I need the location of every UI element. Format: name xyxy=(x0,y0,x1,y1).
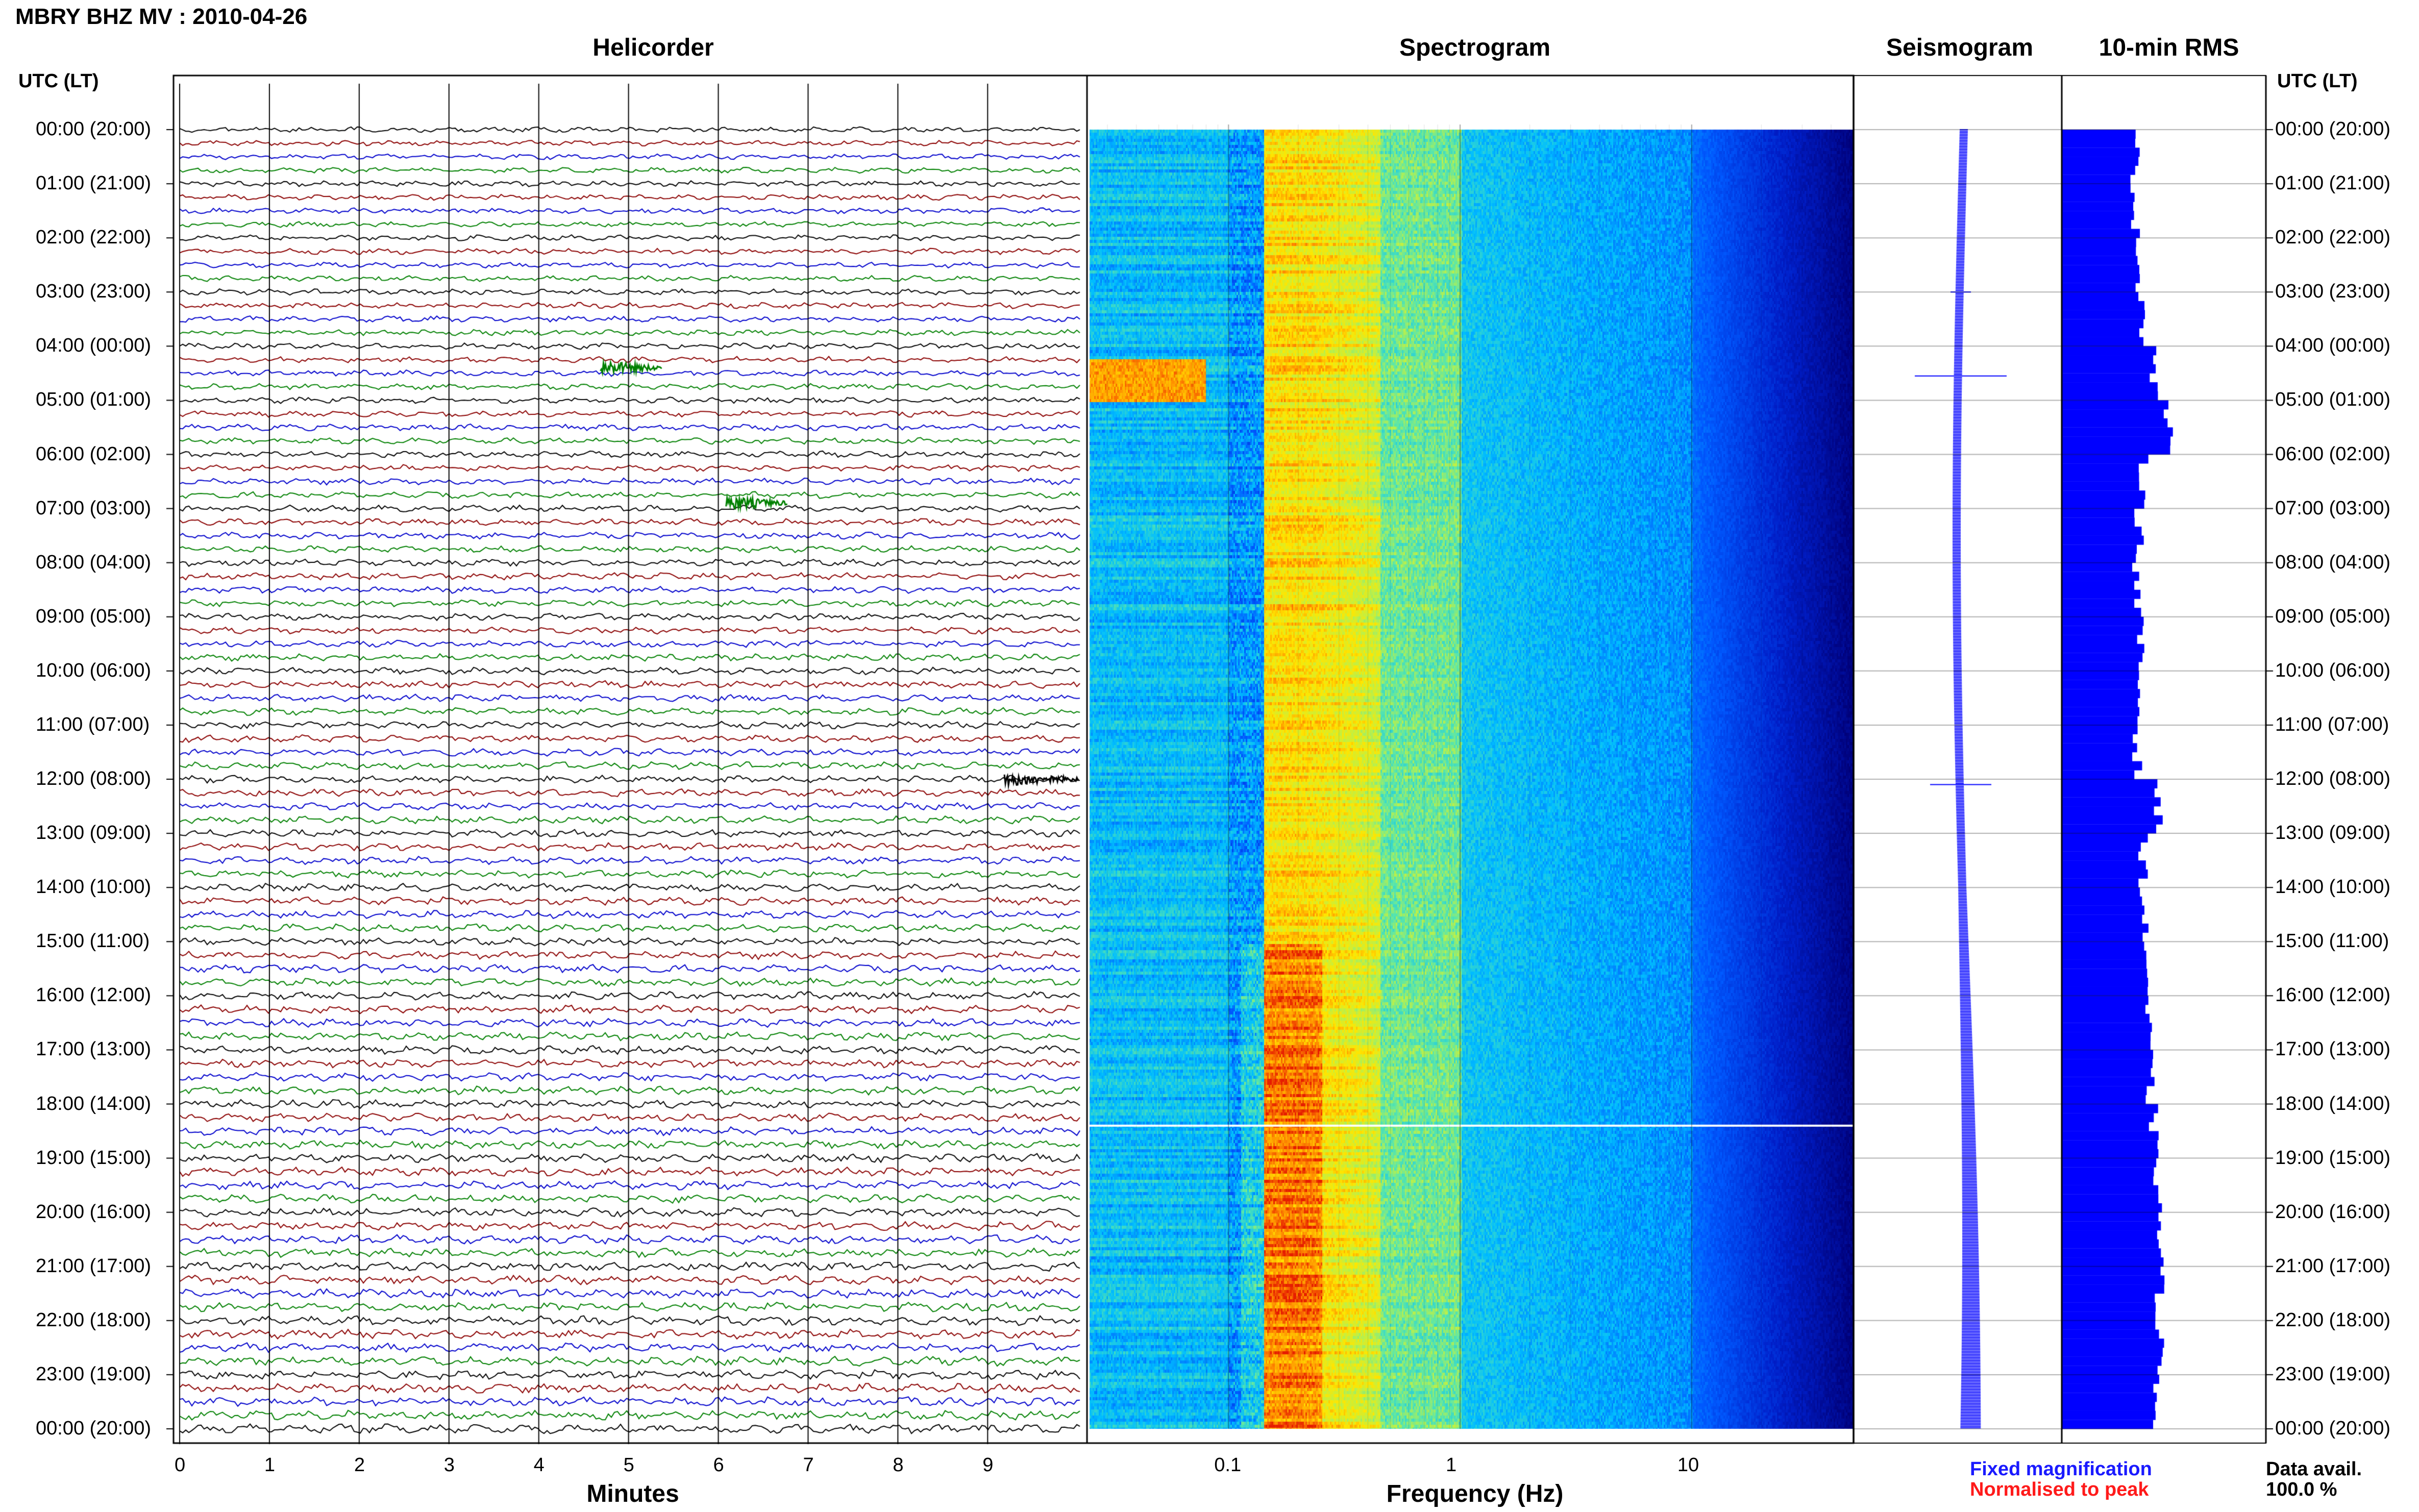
time-label: 00:00 (20:00) xyxy=(36,1418,152,1439)
helicorder-title: Helicorder xyxy=(593,34,714,61)
time-label: 09:00 (05:00) xyxy=(36,605,152,627)
time-label: 08:00 (04:00) xyxy=(2275,551,2391,573)
minute-tick-label: 8 xyxy=(893,1454,904,1476)
data-availability-value: 100.0 % xyxy=(2266,1479,2337,1500)
time-label: 10:00 (06:00) xyxy=(2275,659,2391,681)
rms-title: 10-min RMS xyxy=(2099,34,2239,61)
time-label: 18:00 (14:00) xyxy=(2275,1093,2391,1114)
frequency-tick-label: 0.1 xyxy=(1214,1454,1242,1476)
time-label: 06:00 (02:00) xyxy=(36,443,152,465)
time-label: 00:00 (20:00) xyxy=(2275,118,2391,140)
minute-tick-label: 7 xyxy=(803,1454,814,1476)
time-label: 02:00 (22:00) xyxy=(36,227,152,249)
minute-tick-label: 1 xyxy=(264,1454,276,1476)
time-label: 03:00 (23:00) xyxy=(36,281,152,303)
minute-tick-label: 0 xyxy=(175,1454,186,1476)
time-label: 00:00 (20:00) xyxy=(36,118,152,140)
utc-label-right: UTC (LT) xyxy=(2277,70,2358,92)
time-label: 14:00 (10:00) xyxy=(2275,876,2391,898)
time-label: 11:00 (07:00) xyxy=(2275,713,2389,735)
minutes-axis-title: Minutes xyxy=(586,1480,679,1507)
time-label: 20:00 (16:00) xyxy=(2275,1201,2391,1223)
frequency-tick-label: 1 xyxy=(1446,1454,1457,1476)
time-label: 13:00 (09:00) xyxy=(2275,822,2391,844)
legend-normalised-to-peak: Normalised to peak xyxy=(1970,1479,2149,1500)
page-title: MBRY BHZ MV : 2010-04-26 xyxy=(15,4,308,29)
time-label: 11:00 (07:00) xyxy=(36,713,150,735)
time-label: 04:00 (00:00) xyxy=(36,335,152,357)
time-label: 16:00 (12:00) xyxy=(2275,984,2391,1006)
time-label: 03:00 (23:00) xyxy=(2275,281,2391,303)
time-label: 00:00 (20:00) xyxy=(2275,1418,2391,1439)
time-label: 19:00 (15:00) xyxy=(36,1147,152,1169)
frequency-tick-label: 10 xyxy=(1677,1454,1699,1476)
time-label: 10:00 (06:00) xyxy=(36,659,152,681)
time-label: 13:00 (09:00) xyxy=(36,822,152,844)
legend-fixed-magnification: Fixed magnification xyxy=(1970,1458,2152,1480)
time-label: 06:00 (02:00) xyxy=(2275,443,2391,465)
time-label: 05:00 (01:00) xyxy=(36,389,152,411)
time-label: 20:00 (16:00) xyxy=(36,1201,152,1223)
time-label: 12:00 (08:00) xyxy=(36,768,152,789)
time-label: 17:00 (13:00) xyxy=(2275,1038,2391,1060)
time-label: 16:00 (12:00) xyxy=(36,984,152,1006)
minute-tick-label: 6 xyxy=(713,1454,724,1476)
time-label: 21:00 (17:00) xyxy=(2275,1255,2391,1277)
minute-tick-label: 5 xyxy=(623,1454,634,1476)
time-label: 07:00 (03:00) xyxy=(2275,497,2391,519)
time-label: 05:00 (01:00) xyxy=(2275,389,2391,411)
time-label: 22:00 (18:00) xyxy=(36,1309,152,1331)
time-label: 23:00 (19:00) xyxy=(36,1363,152,1385)
time-label: 23:00 (19:00) xyxy=(2275,1363,2391,1385)
time-label: 19:00 (15:00) xyxy=(2275,1147,2391,1169)
time-label: 15:00 (11:00) xyxy=(2275,930,2389,952)
time-label: 01:00 (21:00) xyxy=(2275,172,2391,194)
utc-label-left: UTC (LT) xyxy=(18,70,99,92)
time-label: 01:00 (21:00) xyxy=(36,172,152,194)
time-label: 09:00 (05:00) xyxy=(2275,605,2391,627)
minute-tick-label: 9 xyxy=(982,1454,994,1476)
time-label: 02:00 (22:00) xyxy=(2275,227,2391,249)
time-label: 04:00 (00:00) xyxy=(2275,335,2391,357)
time-label: 17:00 (13:00) xyxy=(36,1038,152,1060)
minute-tick-label: 3 xyxy=(443,1454,455,1476)
time-label: 08:00 (04:00) xyxy=(36,551,152,573)
time-label: 15:00 (11:00) xyxy=(36,930,150,952)
time-label: 12:00 (08:00) xyxy=(2275,768,2391,789)
time-label: 21:00 (17:00) xyxy=(36,1255,152,1277)
minute-tick-label: 2 xyxy=(354,1454,365,1476)
minute-tick-label: 4 xyxy=(533,1454,545,1476)
seismogram-title: Seismogram xyxy=(1886,34,2034,61)
frequency-axis-title: Frequency (Hz) xyxy=(1386,1480,1564,1507)
time-label: 22:00 (18:00) xyxy=(2275,1309,2391,1331)
spectrogram-title: Spectrogram xyxy=(1399,34,1551,61)
data-availability-label: Data avail. xyxy=(2266,1458,2362,1480)
time-label: 07:00 (03:00) xyxy=(36,497,152,519)
time-label: 14:00 (10:00) xyxy=(36,876,152,898)
time-label: 18:00 (14:00) xyxy=(36,1093,152,1114)
